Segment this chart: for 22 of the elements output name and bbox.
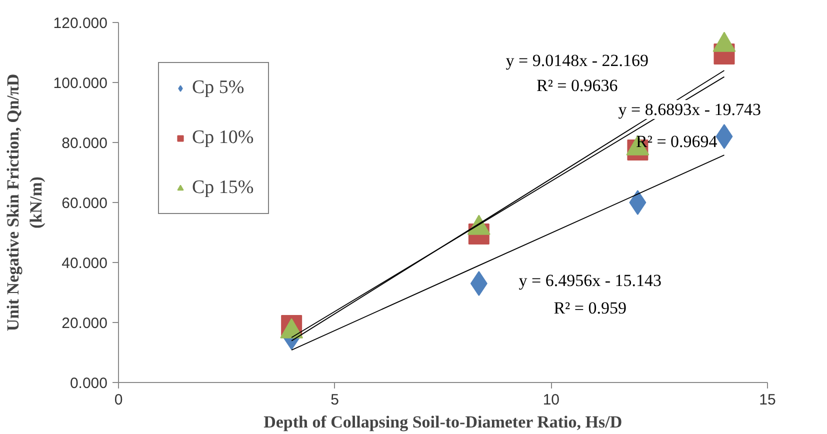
x-axis-title: Depth of Collapsing Soil-to-Diameter Ratio, Hs/D xyxy=(264,412,622,432)
y-tick-label: 0.000 xyxy=(70,375,108,392)
legend-label: Cp 5% xyxy=(192,77,244,99)
y-tick-label: 40.000 xyxy=(62,255,108,272)
x-tick-label: 5 xyxy=(330,392,340,408)
y-axis-title: Unit Negative Skin Friction, Qn/πD (kN/m) xyxy=(3,74,46,332)
x-tick-label: 15 xyxy=(759,392,776,408)
annotation: R² = 0.9694 xyxy=(636,132,718,152)
legend-label: Cp 10% xyxy=(192,127,254,149)
y-tick-label: 80.000 xyxy=(62,135,108,152)
annotation: y = 8.6893x - 19.743 xyxy=(618,100,761,119)
y-tick-label: 60.000 xyxy=(62,195,108,212)
annotation: y = 9.0148x - 22.169 xyxy=(506,51,648,70)
x-tick-label: 10 xyxy=(542,392,560,408)
legend-label: Cp 15% xyxy=(192,177,254,199)
x-tick-label: 0 xyxy=(114,392,123,408)
y-tick-label: 20.000 xyxy=(62,315,108,332)
annotation: R² = 0.9636 xyxy=(536,76,618,95)
y-tick-label: 100.000 xyxy=(53,75,108,92)
y-tick-label: 120.000 xyxy=(53,15,108,32)
annotation: R² = 0.959 xyxy=(554,298,626,318)
annotation: y = 6.4956x - 15.143 xyxy=(518,271,662,290)
